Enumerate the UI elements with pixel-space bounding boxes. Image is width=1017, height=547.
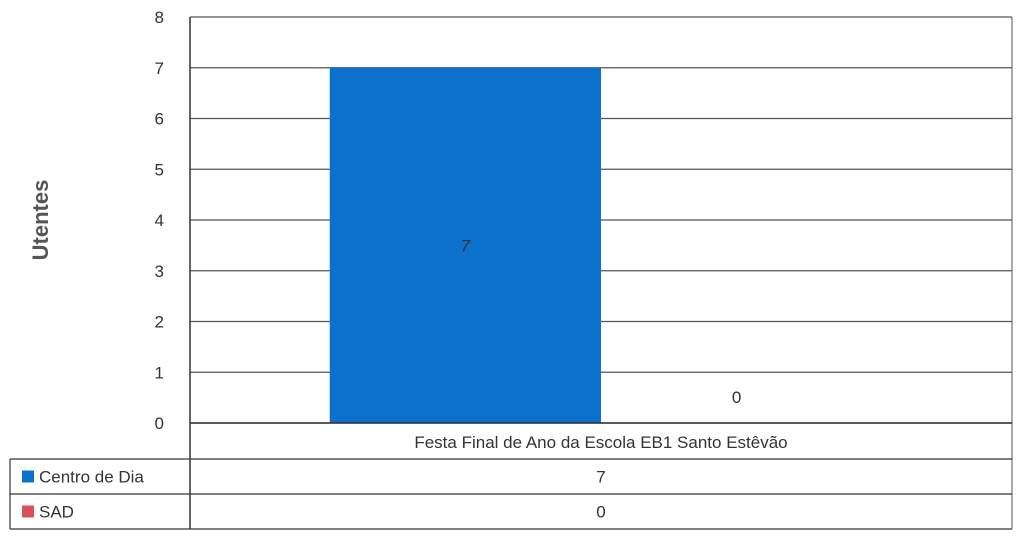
y-tick-labels: 0 1 2 3 4 5 6 7 8 [155, 8, 164, 433]
y-tick-label: 2 [155, 313, 164, 332]
legend-swatch [22, 470, 34, 483]
y-tick-label: 8 [155, 8, 164, 27]
y-tick-label: 6 [155, 110, 164, 129]
plot-frame [189, 17, 1013, 529]
y-axis-title: Utentes [28, 180, 53, 261]
table-value: 0 [596, 503, 605, 522]
category-label: Festa Final de Ano da Escola EB1 Santo E… [414, 433, 787, 452]
y-tick-label: 7 [155, 59, 164, 78]
bars: 70 [329, 67, 741, 423]
legend-label: SAD [39, 503, 74, 522]
y-tick-label: 3 [155, 262, 164, 281]
data-label: 7 [461, 236, 471, 255]
legend-swatch [22, 505, 34, 518]
table-value: 7 [596, 468, 605, 487]
data-table: Festa Final de Ano da Escola EB1 Santo E… [9, 422, 1012, 530]
y-tick-label: 1 [155, 363, 164, 382]
y-tick-label: 4 [155, 211, 164, 230]
bar [329, 67, 601, 423]
y-tick-label: 5 [155, 160, 164, 179]
legend-label: Centro de Dia [39, 468, 144, 487]
y-tick-label: 0 [155, 414, 164, 433]
data-label: 0 [732, 388, 741, 407]
